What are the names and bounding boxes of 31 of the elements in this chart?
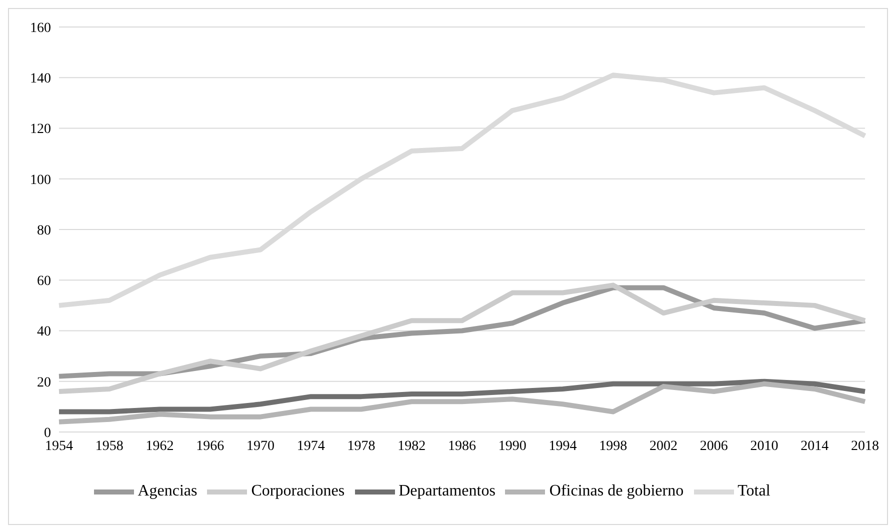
x-tick-label: 1970 — [246, 438, 274, 454]
legend-label: Corporaciones — [251, 482, 345, 500]
x-tick-label: 1986 — [448, 438, 476, 454]
y-tick-label: 0 — [44, 426, 51, 441]
y-tick-label: 120 — [30, 122, 51, 138]
x-tick-label: 1994 — [548, 438, 577, 454]
x-tick-label: 1990 — [498, 438, 526, 454]
x-tick-label: 2002 — [650, 438, 678, 454]
x-tick-label: 1954 — [45, 438, 73, 454]
y-tick-label: 160 — [30, 20, 51, 36]
x-tick-label: 2018 — [851, 438, 879, 454]
x-tick-label: 1962 — [146, 438, 174, 454]
x-tick-label: 1978 — [347, 438, 376, 454]
y-tick-label: 140 — [30, 72, 51, 87]
x-tick-label: 2010 — [750, 438, 778, 454]
y-tick-label: 60 — [37, 274, 51, 290]
y-tick-label: 80 — [37, 223, 51, 238]
legend-label: Total — [738, 482, 770, 500]
x-tick-label: 1966 — [196, 438, 224, 454]
y-tick-label: 40 — [37, 324, 51, 340]
x-tick-label: 1974 — [296, 438, 325, 454]
x-tick-label: 1998 — [599, 438, 628, 454]
y-tick-label: 20 — [37, 375, 51, 390]
x-tick-label: 2006 — [700, 438, 728, 454]
legend-label: Departamentos — [398, 482, 496, 500]
legend-label: Agencias — [138, 482, 198, 500]
y-tick-label: 100 — [30, 172, 51, 188]
legend-label: Oficinas de gobierno — [549, 482, 684, 500]
x-tick-label: 1982 — [398, 438, 426, 454]
x-tick-label: 1958 — [95, 438, 124, 454]
x-tick-label: 2014 — [800, 438, 829, 454]
